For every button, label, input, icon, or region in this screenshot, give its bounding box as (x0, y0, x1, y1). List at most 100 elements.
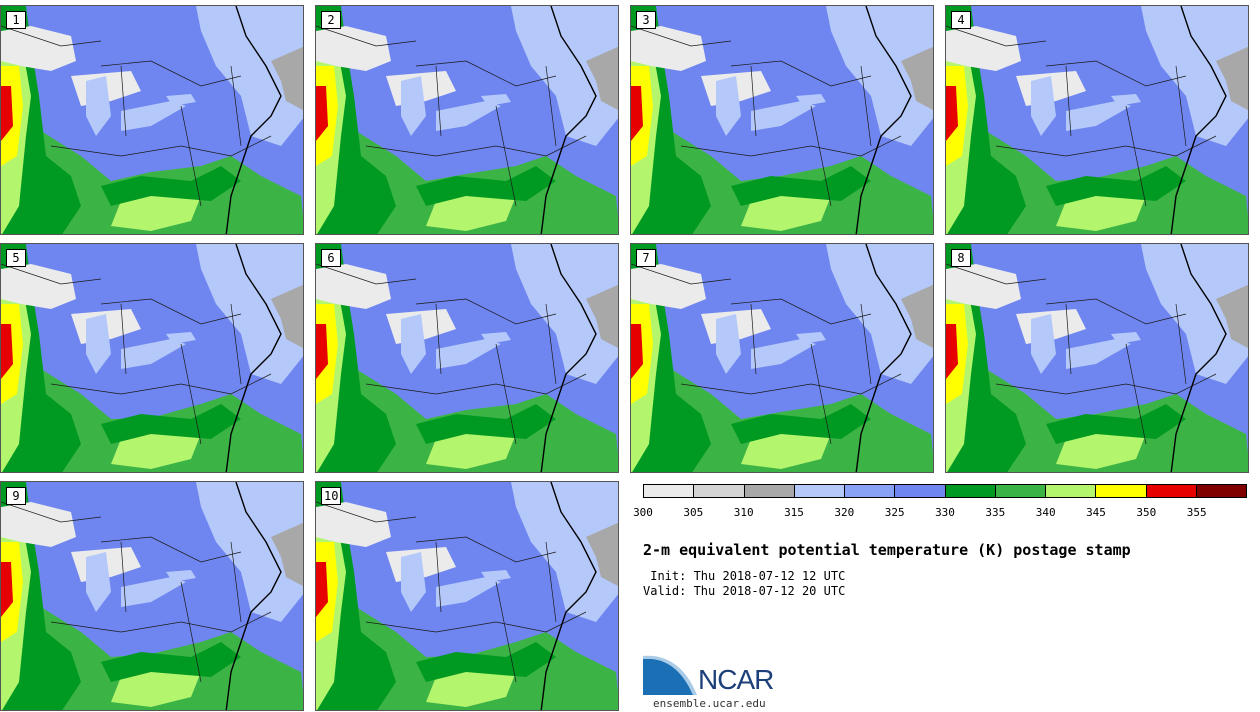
red-west (1, 86, 13, 141)
light-blue-northeast (1141, 6, 1248, 146)
lake-ontario (796, 94, 826, 106)
red-west (316, 86, 328, 141)
gray-atlantic (901, 46, 933, 110)
color-bar-tick-label: 320 (834, 506, 855, 519)
map-graphic (1, 6, 303, 234)
gray-atlantic (901, 284, 933, 348)
color-bar-segment (794, 485, 845, 497)
light-blue-northeast (1141, 244, 1248, 384)
lake-ontario (1111, 94, 1141, 106)
plot-title: 2-m equivalent potential temperature (K)… (643, 541, 1131, 559)
color-bar-segment (995, 485, 1046, 497)
map-graphic (1, 244, 303, 472)
lake-michigan (401, 552, 426, 612)
color-bar-segment (1196, 485, 1246, 497)
color-bar-segment (1146, 485, 1197, 497)
light-blue-northeast (511, 482, 618, 622)
map-panel: 7 (630, 243, 934, 473)
map-graphic (946, 6, 1248, 234)
panel-number: 10 (321, 487, 342, 505)
lake-ontario (1111, 332, 1141, 344)
color-bar-tick-label: 325 (884, 506, 905, 519)
lake-superior-white (946, 26, 1021, 71)
color-bar-segment (694, 485, 745, 497)
coastline (540, 482, 597, 710)
color-bar-segment (744, 485, 795, 497)
state-boundaries (631, 25, 902, 207)
panel-number: 3 (636, 11, 656, 29)
map-graphic (1, 482, 303, 710)
state-boundaries (316, 263, 587, 445)
color-bar-tick-label: 340 (1035, 506, 1056, 519)
map-panel: 9 (0, 481, 304, 711)
red-west (631, 86, 643, 141)
panel-number: 7 (636, 249, 656, 267)
lake-ontario (481, 94, 511, 106)
lake-superior-white (1, 264, 76, 309)
lake-superior-white (631, 26, 706, 71)
gray-atlantic (271, 522, 303, 586)
dark-green-band (416, 404, 556, 444)
color-bar-tick-label: 315 (784, 506, 804, 519)
lime-south (741, 191, 831, 231)
color-bar-tick-label: 345 (1086, 506, 1106, 519)
lake-superior-white (1, 502, 76, 547)
coastline (540, 244, 597, 472)
coastline (1170, 244, 1227, 472)
lime-south (1056, 191, 1146, 231)
light-blue-northeast (196, 244, 303, 384)
dark-green-band (416, 642, 556, 682)
coastline (855, 6, 912, 234)
ncar-logo-icon (643, 655, 697, 695)
red-west (1, 562, 13, 617)
gray-atlantic (586, 46, 618, 110)
lake-superior-white (316, 264, 391, 309)
lime-south (426, 191, 516, 231)
gray-atlantic (1216, 284, 1248, 348)
light-blue-northeast (511, 6, 618, 146)
color-bar-segment (945, 485, 996, 497)
lake-ontario (796, 332, 826, 344)
lake-ontario (166, 332, 196, 344)
dark-green-band (101, 404, 241, 444)
lime-south (741, 429, 831, 469)
color-bar-tick-label: 355 (1186, 506, 1207, 519)
state-boundaries (316, 501, 587, 683)
lime-south (426, 667, 516, 707)
lake-ontario (481, 332, 511, 344)
color-bar-tick-label: 350 (1136, 506, 1157, 519)
lake-erie (121, 101, 186, 131)
gray-atlantic (586, 284, 618, 348)
map-panel: 10 (315, 481, 619, 711)
color-bar-tick-label: 305 (683, 506, 704, 519)
color-bar-segment (845, 485, 896, 497)
light-blue-northeast (826, 244, 933, 384)
lake-michigan (401, 314, 426, 374)
map-panel: 5 (0, 243, 304, 473)
light-blue-northeast (196, 6, 303, 146)
dark-green-band (731, 166, 871, 206)
panel-number: 9 (6, 487, 26, 505)
lake-erie (436, 339, 501, 369)
color-bar-tick-label: 310 (733, 506, 754, 519)
lake-superior-white (316, 502, 391, 547)
lake-erie (1066, 339, 1131, 369)
lake-superior-white (946, 264, 1021, 309)
map-graphic (631, 6, 933, 234)
lake-superior-white (1, 26, 76, 71)
lake-ontario (166, 94, 196, 106)
map-graphic (316, 244, 618, 472)
color-bar-tick-label: 300 (633, 506, 653, 519)
color-bar-segment (644, 485, 695, 497)
logo-text: NCAR (698, 664, 774, 695)
map-panel: 3 (630, 5, 934, 235)
lake-michigan (716, 76, 741, 136)
lake-ontario (166, 570, 196, 582)
dark-green-band (1046, 404, 1186, 444)
coastline (225, 6, 282, 234)
gray-atlantic (586, 522, 618, 586)
dark-green-band (731, 404, 871, 444)
lake-michigan (401, 76, 426, 136)
coastline (225, 482, 282, 710)
lake-erie (121, 577, 186, 607)
